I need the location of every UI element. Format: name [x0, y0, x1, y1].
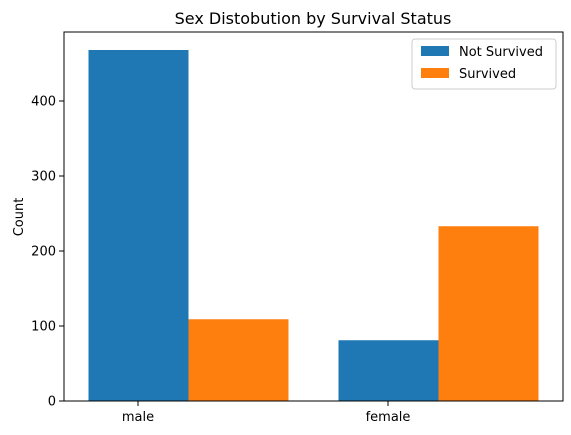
- y-tick-label: 300: [31, 170, 56, 185]
- x-ticks-group: male female: [122, 401, 411, 425]
- y-axis-label: Count: [12, 198, 27, 237]
- bar-female-survived: [438, 226, 539, 401]
- x-tick-label-male: male: [122, 410, 154, 425]
- bar-male-survived: [188, 319, 289, 401]
- y-tick-label: 400: [31, 95, 56, 110]
- legend-label-not-survived: Not Survived: [459, 45, 543, 60]
- legend-swatch-not-survived: [421, 46, 449, 56]
- bars-group: [88, 50, 539, 401]
- legend: Not Survived Survived: [411, 38, 557, 90]
- bar-female-not-survived: [338, 340, 439, 401]
- legend-swatch-survived: [421, 68, 449, 78]
- y-tick-label: 200: [31, 245, 56, 260]
- y-tick-label: 0: [48, 395, 56, 410]
- legend-label-survived: Survived: [459, 67, 516, 82]
- x-tick-label-female: female: [366, 410, 411, 425]
- bar-male-not-survived: [88, 50, 189, 401]
- y-ticks-group: 0 100 200 300 400: [31, 95, 64, 410]
- y-tick-label: 100: [31, 320, 56, 335]
- chart-title: Sex Distobution by Survival Status: [175, 9, 452, 28]
- plot-frame: [63, 31, 564, 402]
